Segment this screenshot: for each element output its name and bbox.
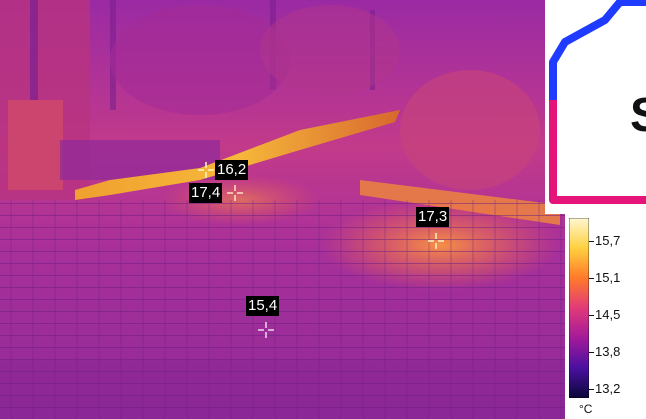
- scale-tick: 15,1: [589, 271, 620, 285]
- spot-marker-1: 16,2: [196, 160, 256, 180]
- spot-temperature-label: 15,4: [246, 296, 280, 316]
- spot-marker-2: 17,4: [189, 183, 253, 203]
- scale-tick: 13,8: [589, 345, 620, 359]
- thermal-image: 16,2 17,4 17,3 15,4: [0, 0, 565, 419]
- color-scale-bar: [569, 218, 589, 398]
- crosshair-icon: [428, 233, 444, 249]
- house-logo-icon: [549, 0, 646, 204]
- spot-marker-4: 15,4: [246, 296, 286, 342]
- temperature-scale: 15,7 15,1 14,5 13,8 13,2 °C: [565, 214, 646, 419]
- brand-logo: S: [545, 0, 646, 214]
- crosshair-icon: [198, 162, 214, 178]
- spot-temperature-label: 16,2: [215, 160, 249, 180]
- scale-tick: 13,2: [589, 382, 620, 396]
- logo-letter: S: [630, 92, 646, 140]
- spot-temperature-label: 17,3: [416, 207, 450, 227]
- crosshair-icon: [227, 185, 243, 201]
- scale-tick: 15,7: [589, 234, 620, 248]
- spot-temperature-label: 17,4: [189, 183, 223, 203]
- spot-marker-3: 17,3: [416, 207, 456, 253]
- crosshair-icon: [258, 322, 274, 338]
- scale-unit: °C: [579, 402, 593, 416]
- thermal-scene: [0, 0, 565, 419]
- scale-tick: 14,5: [589, 308, 620, 322]
